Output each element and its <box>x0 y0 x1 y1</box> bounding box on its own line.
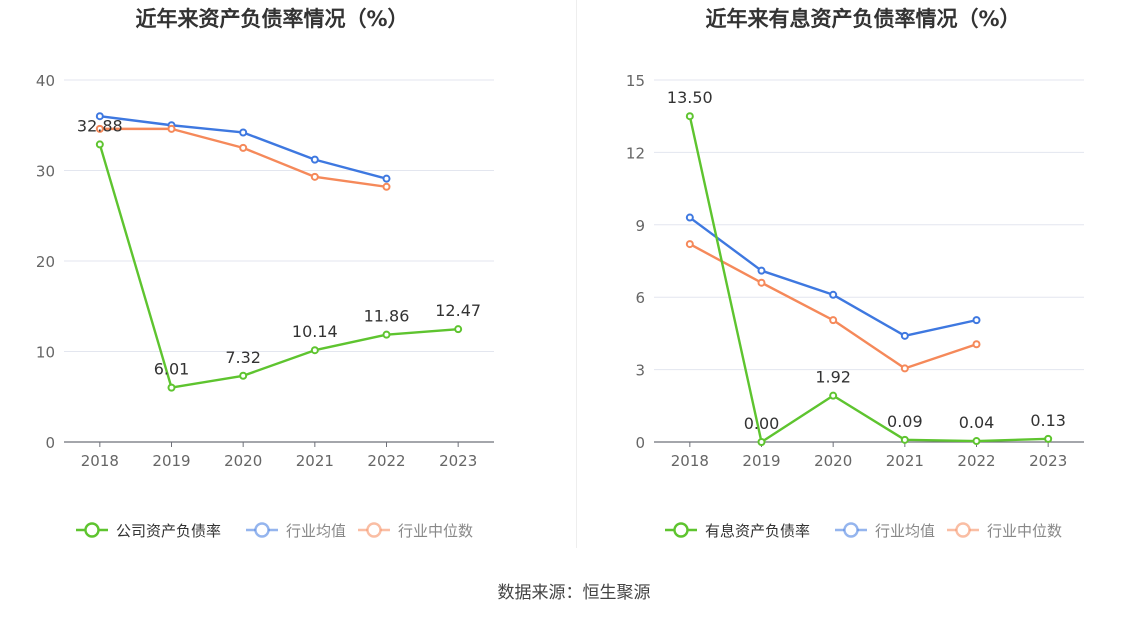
data-point[interactable] <box>382 182 391 191</box>
legend-marker <box>843 522 859 538</box>
legend-marker <box>673 522 689 538</box>
series-line <box>98 144 459 389</box>
data-point[interactable] <box>95 112 104 121</box>
x-tick-label: 2022 <box>367 452 405 470</box>
legend-label: 行业中位数 <box>987 522 1062 540</box>
chart-title: 近年来有息资产负债率情况（%） <box>705 7 1020 31</box>
divider <box>576 0 577 548</box>
y-tick-label: 0 <box>635 434 645 452</box>
legend-label: 行业均值 <box>875 522 935 540</box>
legend-label: 行业均值 <box>286 522 346 540</box>
legend-item[interactable]: 有息资产负债率 <box>665 522 810 540</box>
data-point[interactable] <box>972 316 981 325</box>
data-point[interactable] <box>95 140 104 149</box>
x-tick-label: 2018 <box>671 452 709 470</box>
legend-label: 有息资产负债率 <box>705 522 810 540</box>
data-point[interactable] <box>167 383 176 392</box>
x-tick-label: 2023 <box>1029 452 1067 470</box>
legend-item[interactable]: 行业中位数 <box>947 522 1062 540</box>
interest-debt-ratio-chart: 近年来有息资产负债率情况（%） 0 3 6 9 12 15 2018 2019 2020 2021 2… <box>626 7 1084 540</box>
data-point[interactable] <box>1044 434 1053 443</box>
data-label: 0.04 <box>959 413 995 432</box>
x-tick-label: 2022 <box>957 452 995 470</box>
data-point[interactable] <box>95 124 104 133</box>
x-tick-label: 2021 <box>296 452 334 470</box>
legend: 有息资产负债率 行业均值 行业中位数 <box>665 522 1062 540</box>
source-note: 数据来源：恒生聚源 <box>497 583 651 603</box>
legend: 公司资产负债率 行业均值 行业中位数 <box>76 522 473 540</box>
data-label: 7.32 <box>225 348 261 367</box>
legend-label: 行业中位数 <box>398 522 473 540</box>
chart-title: 近年来资产负债率情况（%） <box>135 7 408 31</box>
y-tick-label: 0 <box>45 434 55 452</box>
y-tick-label: 15 <box>626 72 645 90</box>
data-point[interactable] <box>757 266 766 275</box>
data-label: 0.00 <box>744 414 780 433</box>
data-label: 10.14 <box>292 322 338 341</box>
x-tick-label: 2020 <box>814 452 852 470</box>
series-line <box>688 115 1049 444</box>
data-point[interactable] <box>757 438 766 446</box>
data-point[interactable] <box>829 391 838 400</box>
y-tick-label: 12 <box>626 144 645 162</box>
data-point[interactable] <box>310 155 319 164</box>
y-tick-label: 9 <box>635 217 645 235</box>
data-point[interactable] <box>900 435 909 444</box>
data-point[interactable] <box>972 340 981 349</box>
x-tick-label: 2019 <box>742 452 780 470</box>
data-label: 32.88 <box>77 116 123 135</box>
data-point[interactable] <box>167 124 176 133</box>
x-tick-label: 2021 <box>886 452 924 470</box>
series-line <box>99 127 387 188</box>
data-point[interactable] <box>239 143 248 152</box>
data-point[interactable] <box>757 278 766 287</box>
data-label: 0.13 <box>1030 411 1066 430</box>
data-label: 0.09 <box>887 412 923 431</box>
y-tick-label: 10 <box>36 344 55 362</box>
legend-marker <box>254 522 270 538</box>
legend-item[interactable]: 行业均值 <box>835 522 935 540</box>
x-tick-label: 2020 <box>224 452 262 470</box>
x-tick-label: 2023 <box>439 452 477 470</box>
legend-item[interactable]: 公司资产负债率 <box>76 522 221 540</box>
data-point[interactable] <box>382 330 391 339</box>
y-tick-label: 3 <box>635 362 645 380</box>
data-point[interactable] <box>310 172 319 181</box>
data-point[interactable] <box>239 371 248 380</box>
legend-marker <box>955 522 971 538</box>
data-point[interactable] <box>829 316 838 325</box>
x-tick-label: 2018 <box>81 452 119 470</box>
data-point[interactable] <box>685 240 694 249</box>
y-tick-label: 40 <box>36 72 55 90</box>
data-point[interactable] <box>972 437 981 446</box>
data-point[interactable] <box>900 364 909 373</box>
data-point[interactable] <box>310 346 319 355</box>
data-point[interactable] <box>900 331 909 340</box>
data-point[interactable] <box>239 128 248 137</box>
data-point[interactable] <box>685 112 694 121</box>
x-tick-label: 2019 <box>152 452 190 470</box>
legend-item[interactable]: 行业中位数 <box>358 522 473 540</box>
y-tick-label: 20 <box>36 253 55 271</box>
legend-marker <box>84 522 100 538</box>
data-label: 6.01 <box>154 360 190 379</box>
legend-item[interactable]: 行业均值 <box>246 522 346 540</box>
data-point[interactable] <box>829 290 838 299</box>
data-point[interactable] <box>685 213 694 222</box>
data-label: 1.92 <box>815 368 851 387</box>
data-label: 13.50 <box>667 88 713 107</box>
legend-label: 公司资产负债率 <box>116 522 221 540</box>
y-tick-label: 30 <box>36 163 55 181</box>
data-label: 12.47 <box>435 301 481 320</box>
y-tick-label: 6 <box>635 289 645 307</box>
legend-marker <box>366 522 382 538</box>
debt-ratio-chart: 近年来资产负债率情况（%） 0 10 20 30 40 2018 2019 2020 2021 20… <box>36 7 494 540</box>
data-point[interactable] <box>454 325 463 334</box>
data-point[interactable] <box>382 174 391 183</box>
data-label: 11.86 <box>364 307 410 326</box>
